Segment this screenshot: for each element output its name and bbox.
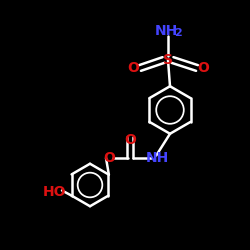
Text: HO: HO bbox=[42, 185, 66, 199]
Text: NH: NH bbox=[146, 151, 169, 165]
Text: S: S bbox=[163, 53, 173, 67]
Text: NH: NH bbox=[155, 24, 178, 38]
Text: O: O bbox=[124, 133, 136, 147]
Text: 2: 2 bbox=[174, 28, 182, 38]
Text: O: O bbox=[128, 61, 140, 75]
Text: O: O bbox=[198, 61, 209, 75]
Text: O: O bbox=[103, 150, 115, 164]
